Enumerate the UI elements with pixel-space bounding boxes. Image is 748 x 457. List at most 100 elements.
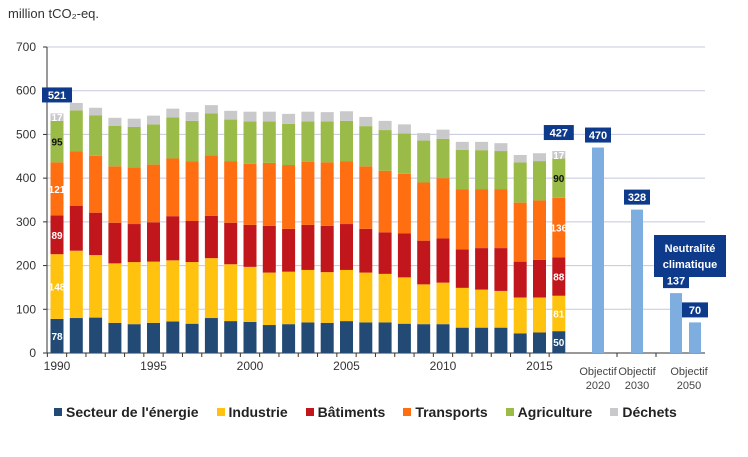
bar-segment — [552, 197, 566, 258]
objective-x-label: Objectif — [579, 366, 617, 378]
bar-segment — [397, 233, 411, 278]
bar-segment — [166, 321, 180, 353]
legend-label: Bâtiments — [317, 404, 386, 420]
bar-segment — [513, 202, 527, 262]
total-label: 427 — [550, 128, 568, 140]
bar-segment — [436, 324, 450, 353]
bar-segment — [513, 154, 527, 163]
bar-segment — [533, 332, 546, 353]
bar-segment — [89, 155, 103, 213]
plot-area: 0 100 200 300 400 500 600 700 1990 78 148 89 121 95 17… — [16, 40, 726, 392]
bar-segment — [378, 322, 392, 353]
annotation-box — [654, 235, 726, 277]
bar-segment — [494, 189, 508, 249]
bar-segment — [320, 121, 334, 163]
data-label: 95 — [51, 138, 63, 149]
bar-segment — [320, 112, 334, 122]
bar-segment — [359, 272, 373, 323]
bar-segment — [50, 215, 64, 255]
bar-segment — [69, 151, 83, 206]
bar-segment — [475, 150, 489, 190]
bar-segment — [204, 105, 218, 114]
legend-label: Secteur de l'énergie — [66, 404, 199, 420]
total-label-box — [543, 125, 574, 141]
bar-segment — [127, 118, 141, 127]
legend-swatch — [305, 408, 314, 416]
y-tick-label: 0 — [29, 346, 36, 360]
bar-segment — [89, 107, 103, 116]
bar-segment — [320, 322, 334, 353]
bar-segment — [397, 277, 411, 324]
bar-segment — [320, 162, 334, 226]
x-tick-label: 1990 — [44, 359, 71, 373]
bar-segment — [378, 232, 392, 274]
y-tick-label: 600 — [16, 84, 36, 98]
bar-segment — [455, 189, 469, 250]
bar-segment — [301, 161, 315, 225]
bar-segment — [224, 119, 238, 162]
bar-segment — [378, 120, 392, 131]
objective-x-label: Objectif — [618, 366, 656, 378]
bar-segment — [340, 111, 353, 121]
legend-item: Industrie — [216, 404, 288, 420]
bar-segment — [282, 228, 296, 272]
bar-segment — [320, 272, 334, 323]
bar-segment — [147, 222, 160, 262]
bar-segment — [50, 318, 64, 353]
objective-bar — [631, 209, 643, 353]
bar-segment — [359, 228, 373, 273]
legend-label: Déchets — [622, 404, 677, 420]
bar-segment — [494, 151, 508, 190]
bar-segment — [108, 322, 122, 353]
bar-segment — [166, 117, 180, 159]
bar-segment — [89, 255, 103, 318]
bar-segment — [108, 125, 122, 167]
annotation-text: climatique — [663, 259, 717, 271]
bar-segment — [417, 140, 431, 183]
bar-segment — [243, 266, 257, 322]
bar-segment — [359, 166, 373, 229]
bar-segment — [282, 123, 296, 166]
bar-segment — [50, 254, 64, 319]
bar-segment — [166, 158, 180, 217]
y-tick-label: 700 — [16, 40, 36, 54]
bar-segment — [533, 200, 546, 260]
bar-segment — [378, 130, 392, 171]
data-label: 78 — [51, 332, 63, 343]
objective-bar — [670, 293, 682, 353]
bar-segment — [204, 258, 218, 319]
data-label: 50 — [553, 338, 565, 349]
bar-segment — [475, 289, 489, 328]
bar-segment — [127, 167, 141, 225]
bar-segment — [494, 143, 508, 152]
bar-segment — [552, 295, 566, 332]
bar-segment — [340, 321, 353, 353]
y-tick-label: 500 — [16, 127, 36, 141]
bar-segment — [513, 333, 527, 353]
legend-item: Secteur de l'énergie — [54, 404, 199, 420]
bar-segment — [185, 112, 199, 121]
bar-segment — [147, 115, 160, 125]
bar-segment — [147, 261, 160, 323]
bar-segment — [359, 126, 373, 167]
bar-segment — [436, 282, 450, 325]
bar-segment — [282, 271, 296, 325]
bar-segment — [204, 215, 218, 259]
bar-segment — [552, 331, 566, 353]
bar-segment — [224, 321, 238, 353]
bar-segment — [340, 120, 353, 162]
legend: Secteur de l'énergie Industrie Bâtiments Tr… — [54, 404, 677, 420]
bar-segment — [224, 264, 238, 322]
objective-label: 70 — [689, 305, 701, 317]
bar-segment — [301, 269, 315, 323]
bar-segment — [262, 225, 276, 273]
data-label: 90 — [553, 174, 565, 185]
bar-segment — [533, 153, 546, 162]
legend-swatch — [54, 408, 62, 416]
legend-swatch — [216, 408, 225, 416]
bar-segment — [282, 324, 296, 353]
bar-segment — [455, 149, 469, 190]
y-tick-label: 400 — [16, 171, 36, 185]
bar-segment — [204, 318, 218, 353]
